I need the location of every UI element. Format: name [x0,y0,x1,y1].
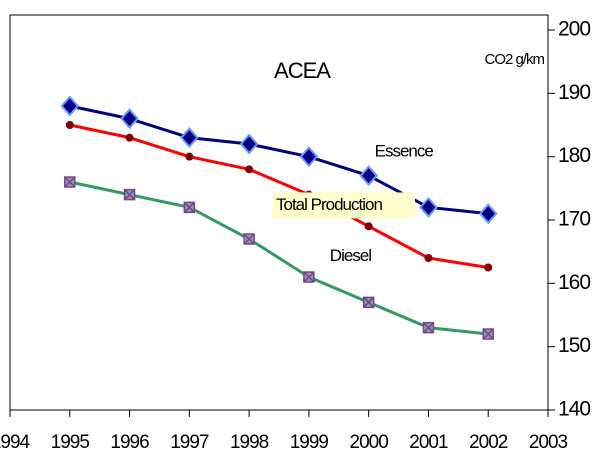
x-tick-label: 1997 [170,432,209,453]
marker [120,108,139,130]
x-tick-label: 1994 [0,432,31,453]
marker [303,271,315,283]
series-line [69,180,489,336]
y-tick-label: 200 [558,18,590,41]
marker [125,133,134,142]
x-tick-label: 2000 [350,432,389,453]
x-tick-label: 1995 [51,432,90,453]
y-tick-label: 140 [558,398,590,421]
series-label: Diesel [330,246,371,265]
marker [243,233,255,245]
series-label: Essence [375,142,434,161]
marker [60,95,80,117]
marker [422,321,435,334]
marker [359,165,379,187]
x-tick-label: 1998 [230,432,269,453]
y-tick-label: 150 [558,334,590,357]
x-tick-label: 2003 [529,432,568,453]
series-label: Total Production [276,195,382,214]
plot-frame [9,14,549,411]
x-tick-label: 2002 [469,432,508,453]
marker [299,146,319,168]
marker [239,133,259,155]
marker [478,203,498,225]
marker [484,263,493,272]
marker [123,188,136,201]
marker [64,176,76,188]
marker [65,121,74,129]
chart-title: ACEA [274,58,331,83]
marker [183,201,196,214]
marker [185,152,194,161]
x-tick-label: 1999 [290,432,329,453]
marker [179,127,199,149]
marker [482,328,494,340]
y-axis-label: CO2 g/km [484,51,544,68]
y-tick-label: 180 [558,144,590,167]
label-box [273,192,416,219]
series-line [69,123,489,269]
marker [245,165,254,174]
series-line [69,104,489,216]
marker [362,296,375,309]
x-tick-label: 1996 [110,432,149,453]
y-tick-label: 170 [558,208,590,231]
y-tick-label: 160 [558,271,590,294]
marker [364,222,373,231]
marker [419,196,438,218]
marker [424,254,433,262]
y-tick-label: 190 [558,81,590,104]
x-tick-label: 2001 [409,432,448,453]
